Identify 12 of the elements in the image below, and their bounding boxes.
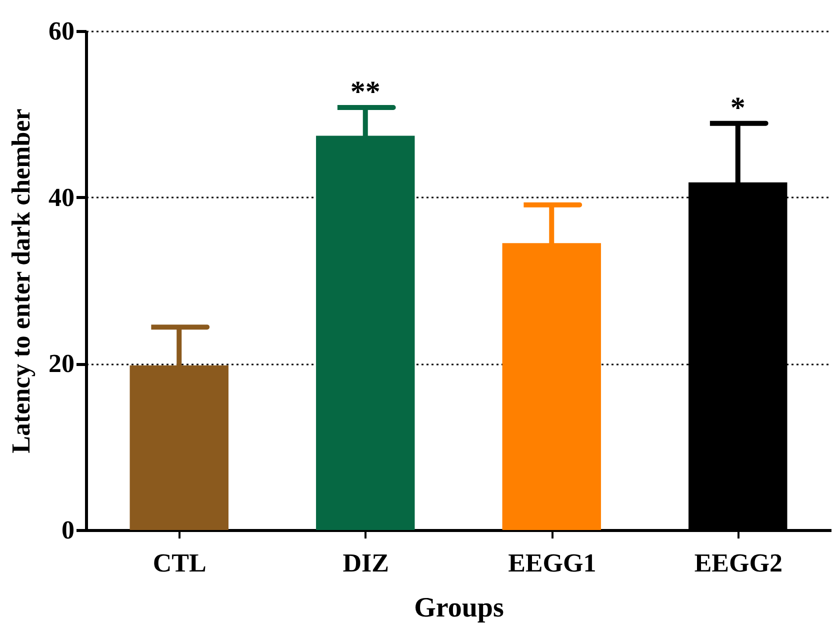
- annotation: *: [730, 91, 746, 124]
- x-axis-title: Groups: [414, 592, 504, 624]
- x-tick-label: CTL: [152, 548, 206, 578]
- x-tick-label: EEGG2: [694, 548, 782, 578]
- y-tick-label: 60: [48, 16, 74, 46]
- y-tick-label: 40: [48, 182, 74, 212]
- x-tick-label: EEGG1: [508, 548, 596, 578]
- x-tick-label: DIZ: [342, 548, 389, 578]
- y-axis-title: Latency to enter dark chember: [6, 108, 36, 454]
- y-tick-label: 20: [48, 349, 74, 378]
- y-tick-label: 0: [62, 516, 74, 544]
- annotation: **: [350, 76, 380, 109]
